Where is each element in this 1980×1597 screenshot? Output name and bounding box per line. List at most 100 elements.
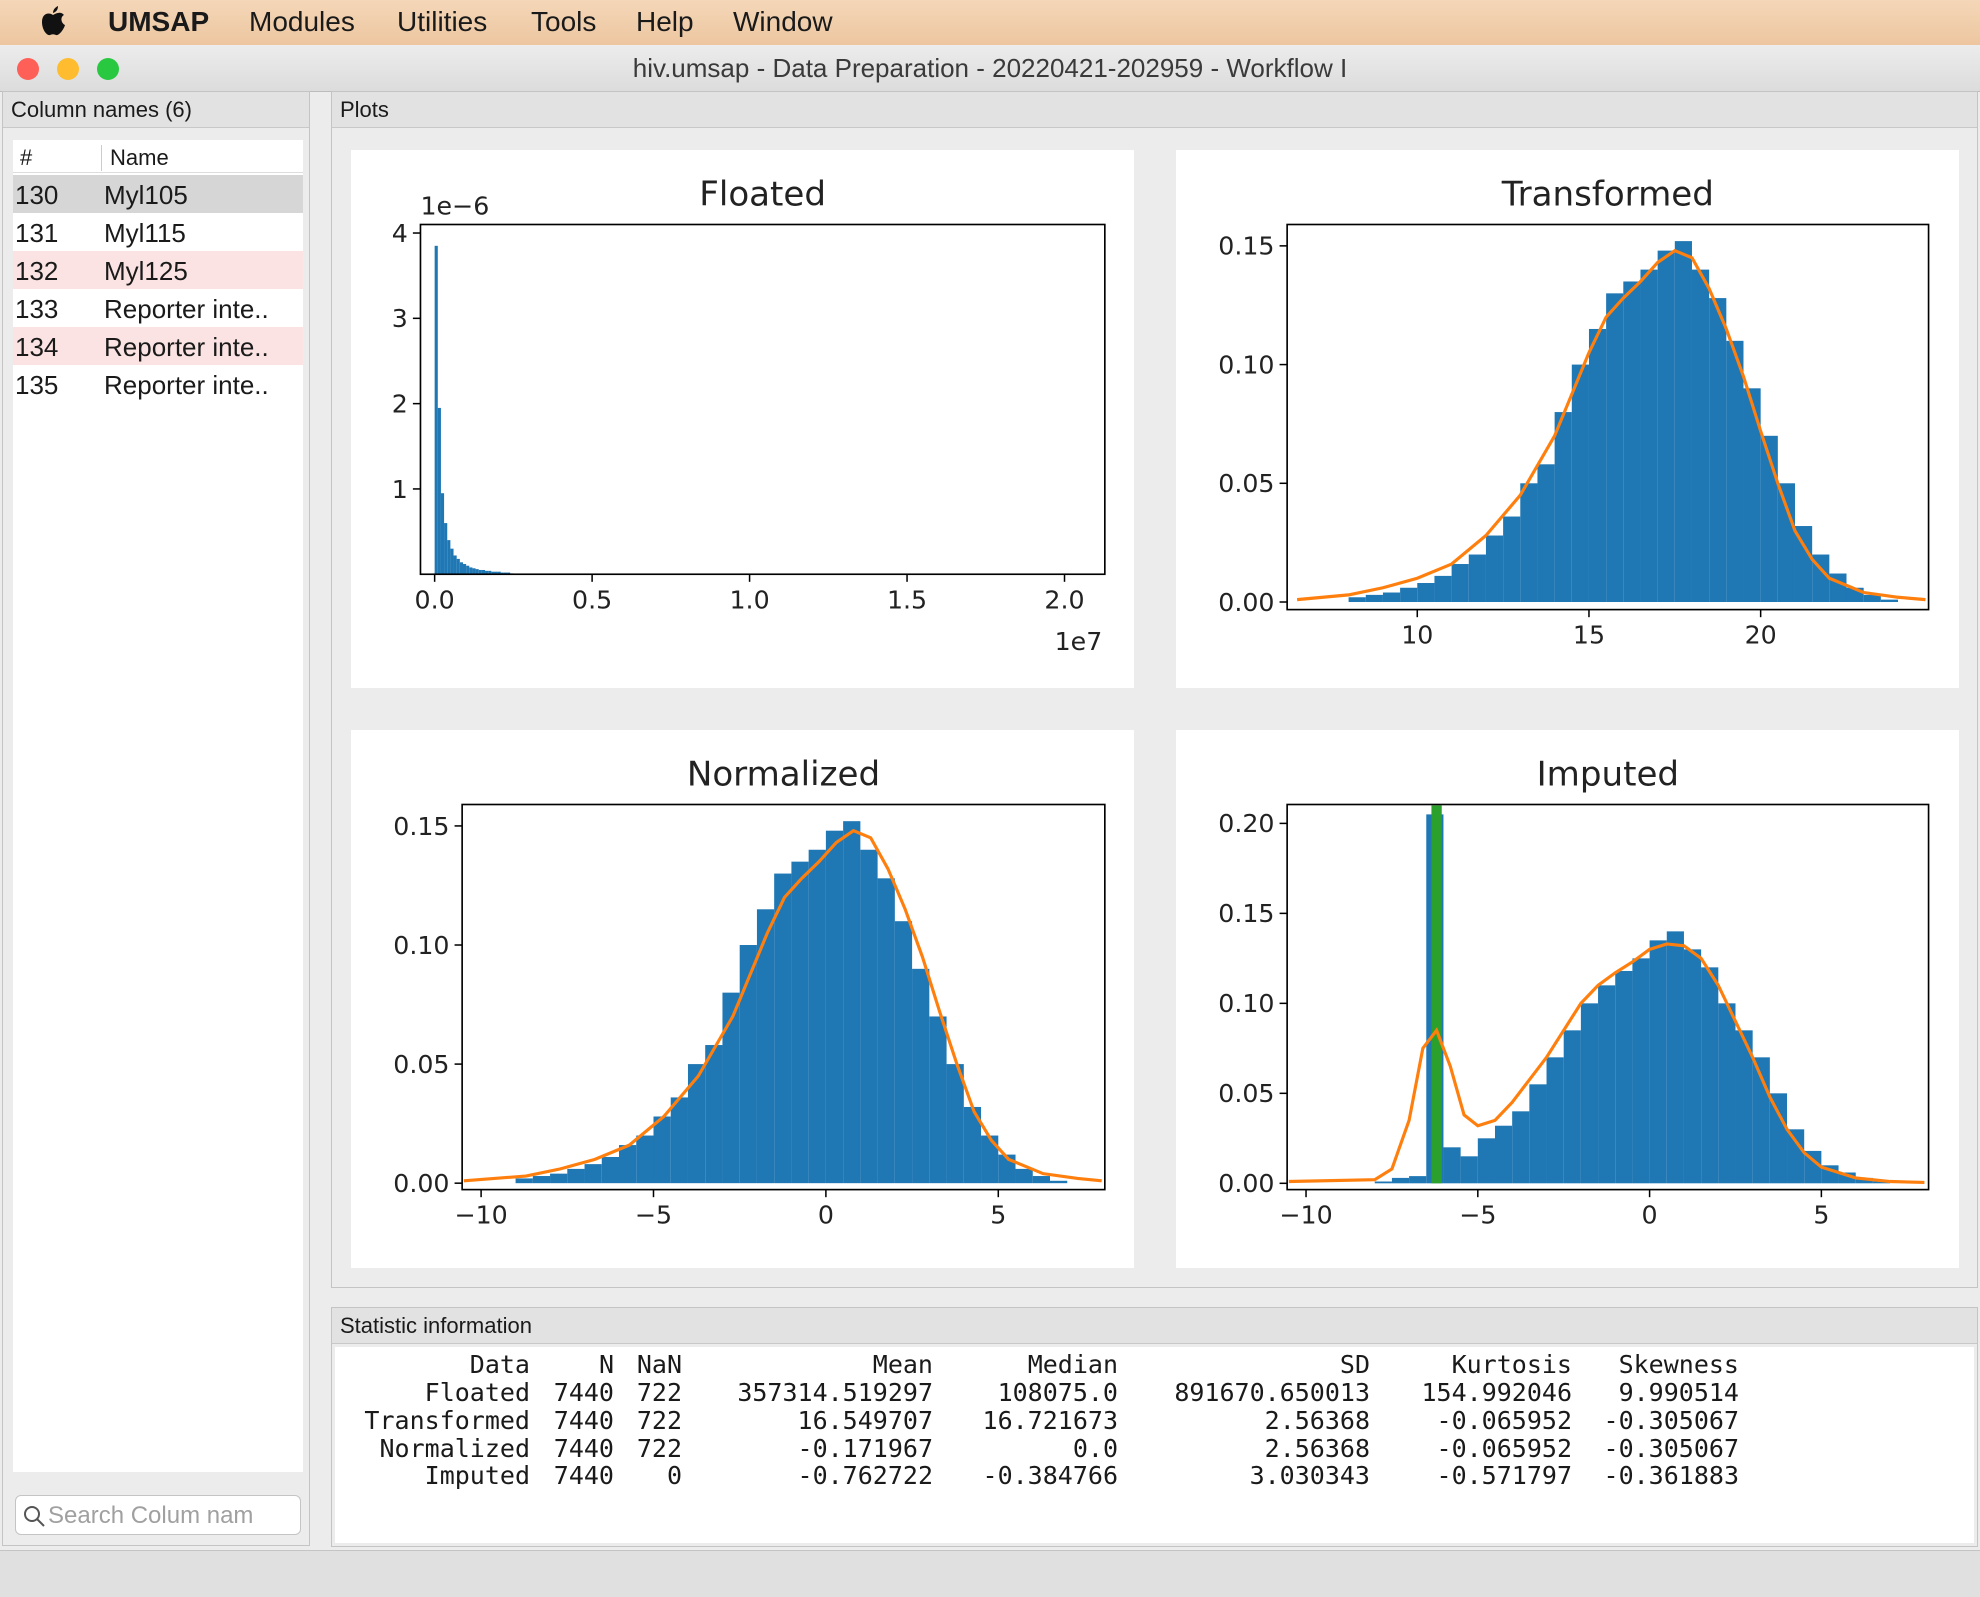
stats-cell: 9.990514	[1618, 1378, 1739, 1407]
bar	[670, 1097, 688, 1184]
bar	[705, 1045, 723, 1184]
bar	[1649, 940, 1667, 1184]
bar	[444, 523, 448, 575]
stats-cell: -0.571797	[1436, 1461, 1572, 1490]
bar	[808, 849, 826, 1184]
stats-header: Skewness	[1618, 1350, 1739, 1379]
bar	[791, 861, 809, 1184]
bar	[494, 571, 498, 575]
bar	[1503, 516, 1521, 603]
bar	[500, 572, 504, 575]
stats-cell: -0.384766	[982, 1461, 1118, 1490]
stats-cell: 3.030343	[1249, 1461, 1370, 1490]
bar	[1794, 526, 1813, 603]
list-row[interactable]: 131 Myl115	[13, 213, 303, 251]
stats-cell: 16.721673	[982, 1406, 1118, 1435]
minimize-button[interactable]	[57, 58, 79, 80]
stats-cell: 722	[636, 1406, 682, 1435]
y-tick-label: 0.00	[393, 1169, 449, 1198]
bar	[478, 569, 482, 575]
stats-cell: Transformed	[364, 1406, 530, 1435]
panel-header: Statistic information	[332, 1308, 1977, 1344]
stats-cell: 0.0	[1072, 1434, 1118, 1463]
list-row[interactable]: 135 Reporter inte..	[13, 365, 303, 403]
bar	[636, 1135, 654, 1184]
row-name: Reporter inte..	[104, 332, 269, 362]
x-tick-label: 5	[990, 1201, 1006, 1230]
menu-item[interactable]: UMSAP	[108, 6, 210, 37]
stats-cell: -0.065952	[1436, 1406, 1572, 1435]
bar	[491, 571, 495, 575]
row-number: 135	[15, 370, 59, 400]
y-tick-label: 0.10	[393, 931, 449, 960]
y-tick-label: 0.10	[1218, 350, 1274, 379]
x-tick-label: 10	[1401, 621, 1433, 650]
close-button[interactable]	[17, 58, 39, 80]
bar	[774, 873, 792, 1184]
x-tick-label: −5	[635, 1201, 672, 1230]
bar	[929, 1016, 947, 1184]
search-box[interactable]: Search Colum nam	[15, 1495, 301, 1535]
row-name: Reporter inte..	[104, 294, 269, 324]
list-row[interactable]: 132 Myl125	[13, 251, 303, 289]
bar	[1709, 298, 1727, 603]
x-tick-label: 0.0	[415, 585, 455, 614]
bar	[756, 909, 775, 1184]
bar	[507, 572, 511, 575]
apple-logo[interactable]	[40, 6, 66, 36]
bar	[1588, 328, 1607, 603]
bar	[1580, 1003, 1599, 1184]
stats-cell: -0.305067	[1603, 1406, 1739, 1435]
bar	[1812, 554, 1830, 603]
row-name: Myl105	[104, 180, 188, 210]
bar	[485, 570, 489, 575]
bar	[515, 1178, 533, 1184]
chart-title: Transformed	[1501, 175, 1714, 215]
bar	[1880, 599, 1899, 603]
y-tick-label: 4	[392, 219, 408, 248]
menu-item[interactable]: Modules	[249, 6, 355, 37]
list-row[interactable]: 133 Reporter inte..	[13, 289, 303, 327]
bar	[1777, 483, 1795, 603]
zoom-button[interactable]	[97, 58, 119, 80]
plot: Floated 0.0 0.5 1.0 1.5 2.0 1 2 3 4 1e7 1e−6	[351, 150, 1134, 688]
menu-item[interactable]: Tools	[531, 6, 597, 37]
y-tick-label: 2	[392, 389, 408, 418]
list-row[interactable]: 130 Myl105	[13, 175, 303, 213]
list-row[interactable]: 134 Reporter inte..	[13, 327, 303, 365]
bar	[434, 245, 438, 575]
stats-cell: -0.361883	[1603, 1461, 1739, 1490]
menu-item[interactable]: Window	[733, 6, 833, 37]
bar	[567, 1168, 585, 1184]
stats-header: NaN	[636, 1350, 682, 1379]
menu-item[interactable]: Help	[636, 6, 694, 37]
stats-cell: 722	[636, 1378, 682, 1407]
bar	[1431, 805, 1442, 1184]
x-tick-label: 1.5	[887, 585, 927, 614]
bar	[1400, 587, 1418, 603]
y-tick-label: 0.15	[1218, 899, 1274, 928]
bar	[1374, 1181, 1392, 1184]
stats-cell: 7440	[553, 1378, 614, 1407]
chart-title: Imputed	[1537, 755, 1679, 795]
bar	[1674, 241, 1692, 603]
bar	[843, 821, 861, 1184]
y-tick-label: 0.15	[393, 812, 449, 841]
bar	[739, 945, 757, 1184]
row-name: Reporter inte..	[104, 370, 269, 400]
x-tick-label: 0	[1642, 1201, 1658, 1230]
menu-item[interactable]: Utilities	[397, 6, 488, 37]
stats-cell: -0.762722	[797, 1461, 933, 1490]
stats-header: Mean	[872, 1350, 933, 1379]
axes-frame	[419, 223, 1106, 576]
bar	[475, 569, 479, 575]
bar	[722, 992, 740, 1184]
list-header: Name	[101, 145, 169, 171]
stats-header: Kurtosis	[1451, 1350, 1572, 1379]
bar	[472, 568, 476, 575]
bar	[1623, 281, 1641, 603]
bar	[488, 570, 492, 575]
bar	[912, 968, 930, 1184]
bar	[1872, 1181, 1891, 1184]
